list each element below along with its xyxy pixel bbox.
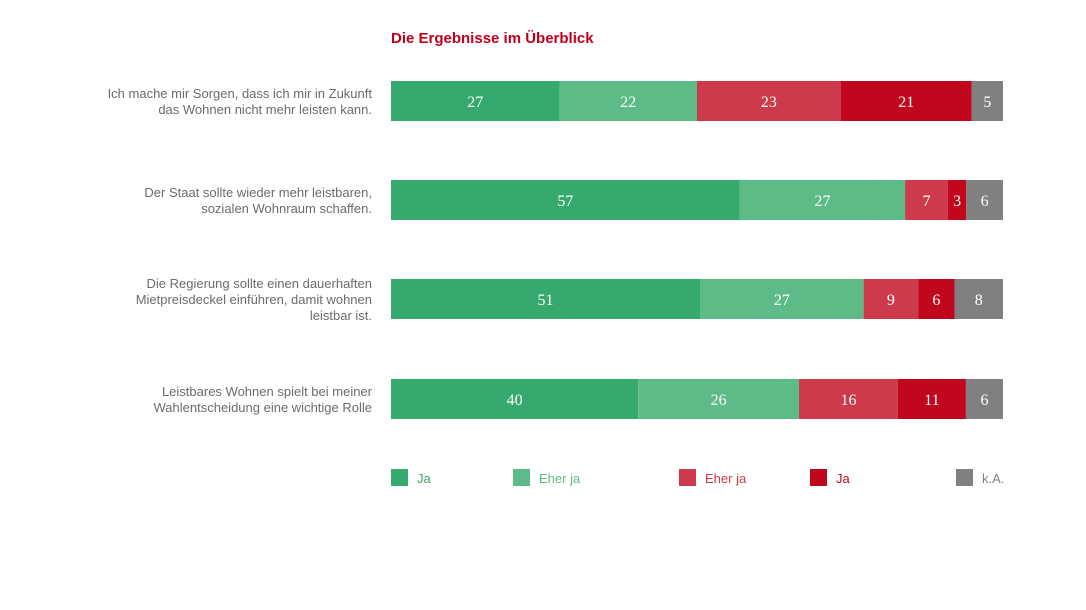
bar-segment [391,180,740,220]
data-label: 3 [953,193,961,210]
bar-segment [391,279,701,319]
legend-swatch [810,469,827,486]
bar-row-1: Ich mache mir Sorgen, dass ich mir in Zu… [108,81,1003,121]
category-label: Leistbares Wohnen spielt bei meiner [162,384,373,399]
data-label: 11 [924,392,939,409]
legend-swatch [956,469,973,486]
legend-swatch [679,469,696,486]
legend-label: k.A. [982,471,1004,486]
category-label: Ich mache mir Sorgen, dass ich mir in Zu… [108,86,373,101]
bar-segment [947,180,967,220]
data-label: 8 [975,292,983,309]
bar-segment [697,81,841,121]
data-label: 9 [887,292,895,309]
data-label: 6 [981,193,989,210]
data-label: 21 [898,94,914,111]
bar-segment [840,81,972,121]
legend-swatch [513,469,530,486]
legend-swatch [391,469,408,486]
category-label: Mietpreisdeckel einführen, damit wohnen [136,292,372,307]
bar-segment [918,279,955,319]
data-label: 27 [774,292,790,309]
data-label: 23 [761,94,777,111]
chart-title: Die Ergebnisse im Überblick [391,30,594,47]
legend-label: Ja [836,471,851,486]
bar-row-3: Die Regierung sollte einen dauerhaftenMi… [136,276,1003,323]
bar-segment [965,379,1003,419]
bar-segment [971,81,1003,121]
bar-segment [897,379,966,419]
data-label: 40 [507,392,523,409]
data-label: 57 [557,193,573,210]
data-label: 26 [711,392,727,409]
bar-segment [863,279,919,319]
bar-segment [700,279,864,319]
data-label: 6 [932,292,940,309]
bar-row-2: Der Staat sollte wieder mehr leistbaren,… [144,180,1003,220]
data-label: 6 [980,392,988,409]
legend-label: Eher ja [705,471,747,486]
bar-segment [799,379,898,419]
bar-segment [559,81,697,121]
category-label: leistbar ist. [310,308,372,323]
bar-segment [391,81,560,121]
data-label: 27 [467,94,483,111]
bar-segment [391,379,639,419]
data-label: 27 [814,193,830,210]
category-label: sozialen Wohnraum schaffen. [201,201,372,216]
legend: Ja Eher ja Eher ja Ja k.A. [391,469,1004,486]
bar-segment [966,180,1003,220]
data-label: 22 [620,94,636,111]
bar-segment [905,180,948,220]
data-label: 5 [983,94,991,111]
category-label: das Wohnen nicht mehr leisten kann. [158,102,372,117]
legend-label: Ja [417,471,432,486]
category-label: Der Staat sollte wieder mehr leistbaren, [144,185,372,200]
data-label: 7 [923,193,931,210]
bar-segment [739,180,906,220]
legend-label: Eher ja [539,471,581,486]
bar-segment [638,379,799,419]
category-label: Wahlentscheidung eine wichtige Rolle [154,400,372,415]
bar-segment [954,279,1003,319]
data-label: 16 [840,392,856,409]
category-label: Die Regierung sollte einen dauerhaften [147,276,373,291]
bar-row-4: Leistbares Wohnen spielt bei meinerWahle… [154,379,1003,419]
data-label: 51 [538,292,554,309]
